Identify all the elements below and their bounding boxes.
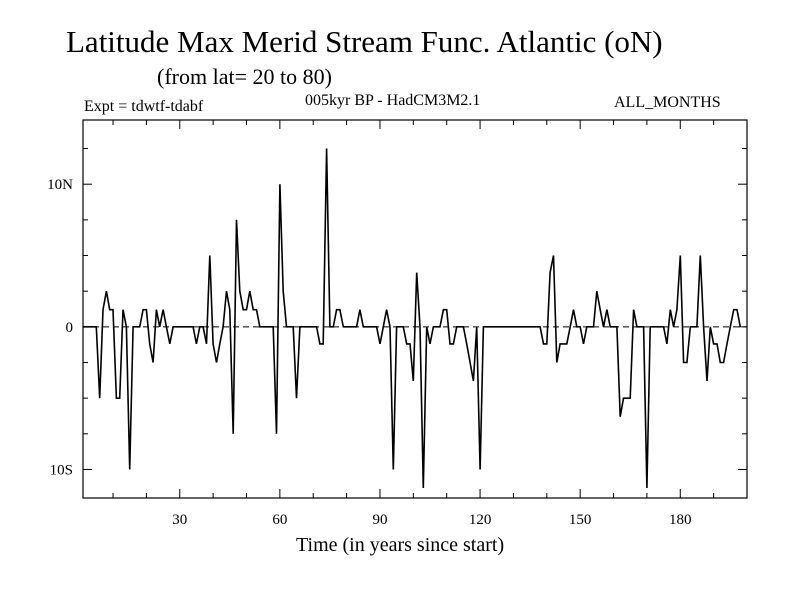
x-axis-label: Time (in years since start) [296,534,505,556]
model-period-label: 005kyr BP - HadCM3M2.1 [305,92,481,109]
x-tick-label: 30 [172,512,187,528]
x-tick-label: 120 [469,512,492,528]
chart-subtitle: (from lat= 20 to 80) [157,64,332,89]
y-tick-label: 10S [50,462,73,478]
series-line [83,148,742,489]
axis-tick-labels: 30 60 90 120 150 180 10S 0 10N [47,177,691,528]
x-tick-label: 150 [569,512,592,528]
x-tick-label: 60 [272,512,287,528]
y-tick-label: 0 [66,320,74,336]
chart-title: Latitude Max Merid Stream Func. Atlantic… [66,24,663,59]
axis-ticks [83,120,747,498]
x-tick-label: 90 [372,512,387,528]
x-tick-label: 180 [669,512,692,528]
y-tick-label: 10N [47,177,73,193]
plot-frame [82,119,748,499]
experiment-label: Expt = tdwtf-tdabf [84,98,204,115]
months-label: ALL_MONTHS [614,94,721,111]
